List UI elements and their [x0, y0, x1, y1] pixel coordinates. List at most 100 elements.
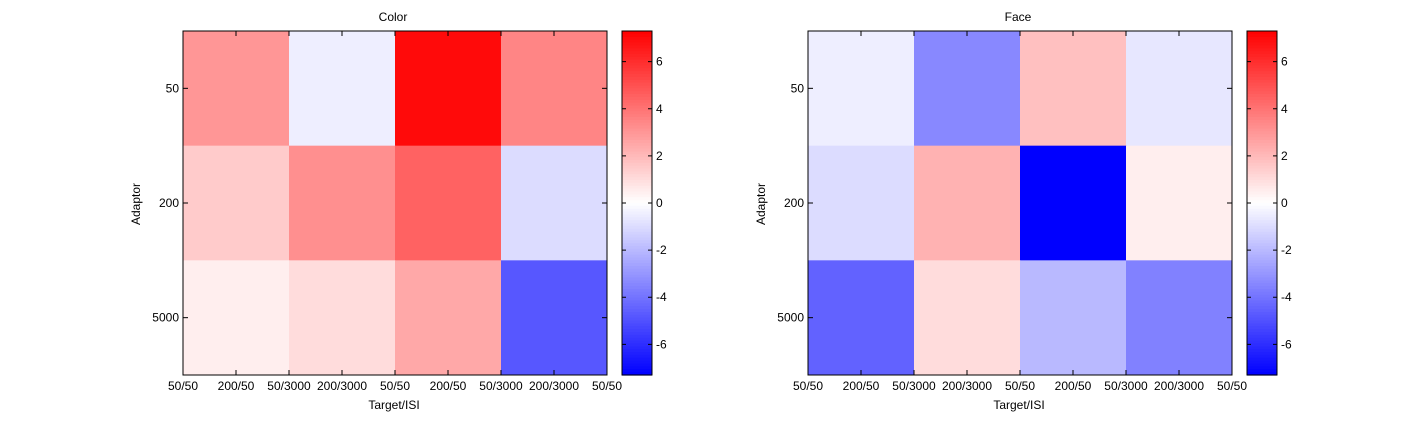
colorbar-tick-label: -4: [1281, 290, 1292, 304]
colorbar-segment: [622, 162, 652, 167]
colorbar-segment: [1247, 228, 1277, 233]
colorbar-segment: [622, 369, 652, 373]
colorbar-segment: [1247, 211, 1277, 216]
colorbar-segment: [1247, 323, 1277, 327]
colorbar-segment: [622, 142, 652, 147]
colorbar-segment: [1247, 240, 1277, 244]
colorbar-tick-label: -6: [1281, 337, 1292, 351]
colorbar-segment: [1247, 366, 1277, 370]
colorbar-segment: [1247, 311, 1277, 316]
colorbar-segment: [622, 263, 652, 267]
colorbar-segment: [622, 268, 652, 273]
colorbar-segment: [622, 171, 652, 175]
colorbar-segment: [622, 231, 652, 236]
colorbar-segment: [1247, 257, 1277, 261]
colorbar-segment: [1247, 231, 1277, 236]
colorbar-tick-label: 0: [656, 196, 663, 210]
y-ticks: 50 200 5000: [777, 81, 1232, 325]
colorbar-segment: [1247, 168, 1277, 173]
colorbar-segment: [622, 208, 652, 213]
colorbar-segment: [1247, 300, 1277, 304]
colorbar-segment: [1247, 142, 1277, 147]
colorbar-segment: [622, 297, 652, 302]
colorbar-segment: [622, 234, 652, 238]
chart-title: Face: [1005, 10, 1032, 24]
colorbar-segment: [1247, 225, 1277, 230]
colorbar-segment: [1247, 254, 1277, 259]
colorbar-segment: [1247, 36, 1277, 41]
colorbar: 6 4 2 0 -2 -4 -6: [1246, 30, 1292, 376]
colorbar-segment: [1247, 268, 1277, 273]
x-tick-label: 50/50: [380, 379, 410, 393]
colorbar-segment: [1247, 177, 1277, 181]
colorbar-segment: [1247, 180, 1277, 184]
colorbar-tick-label: -2: [1281, 243, 1292, 257]
heatmap-cell: [1020, 145, 1127, 261]
colorbar-segment: [1247, 62, 1277, 66]
colorbar-segment: [622, 283, 652, 287]
colorbar-segment: [622, 332, 652, 336]
colorbar-segment: [622, 139, 652, 144]
colorbar-segment: [1247, 357, 1277, 362]
colorbar-segment: [1247, 294, 1277, 299]
colorbar-segment: [622, 220, 652, 224]
colorbar-segment: [1247, 39, 1277, 44]
colorbar-segment: [1247, 303, 1277, 307]
colorbar-segment: [622, 225, 652, 230]
colorbar-segment: [1247, 85, 1277, 89]
colorbar-segment: [622, 131, 652, 135]
colorbar-segment: [622, 71, 652, 75]
colorbar-segment: [1247, 200, 1277, 204]
colorbar-segment: [1247, 45, 1277, 49]
colorbar-segment: [622, 111, 652, 115]
colorbar-segment: [1247, 208, 1277, 213]
x-axis-label: Target/ISI: [368, 398, 419, 412]
colorbar-segment: [1247, 71, 1277, 75]
colorbar-segment: [622, 214, 652, 218]
colorbar-segment: [1247, 145, 1277, 150]
colorbar-segment: [1247, 263, 1277, 267]
colorbar-segment: [622, 51, 652, 55]
colorbar-segment: [622, 352, 652, 356]
x-tick-label: 200/50: [1055, 379, 1092, 393]
colorbar-segment: [622, 349, 652, 353]
colorbar-segment: [622, 260, 652, 264]
colorbar-segment: [622, 82, 652, 87]
colorbar-segment: [1247, 65, 1277, 69]
colorbar-segment: [1247, 165, 1277, 170]
colorbar-tick-label: -4: [656, 290, 667, 304]
colorbar-tick-label: -6: [656, 337, 667, 351]
colorbar-segment: [622, 145, 652, 150]
colorbar-segment: [622, 334, 652, 339]
x-axis-label: Target/ISI: [993, 398, 1044, 412]
x-tick-label: 200/3000: [317, 379, 367, 393]
colorbar-segment: [622, 122, 652, 127]
colorbar-segment: [622, 99, 652, 104]
x-tick-label: 50/50: [592, 379, 622, 393]
colorbar-segment: [1247, 223, 1277, 227]
colorbar-segment: [1247, 277, 1277, 281]
colorbar-segment: [622, 237, 652, 241]
colorbar-segment: [622, 363, 652, 367]
colorbar-segment: [622, 243, 652, 247]
colorbar-segment: [622, 289, 652, 293]
colorbar-segment: [622, 291, 652, 296]
colorbar-segment: [1247, 122, 1277, 127]
colorbar-segment: [622, 39, 652, 44]
x-tick-label: 200/3000: [529, 379, 579, 393]
colorbar-tick-label: 4: [1281, 102, 1288, 116]
colorbar-segment: [1247, 125, 1277, 130]
heatmap-cell: [914, 31, 1021, 147]
colorbar-segment: [1247, 334, 1277, 339]
colorbar-segment: [622, 257, 652, 261]
colorbar-segment: [1247, 203, 1277, 207]
colorbar-segment: [1247, 297, 1277, 302]
colorbar-segment: [622, 68, 652, 72]
x-tick-label: 50/3000: [267, 379, 311, 393]
colorbar-segment: [622, 277, 652, 281]
colorbar-segment: [622, 366, 652, 370]
colorbar-segment: [622, 303, 652, 307]
colorbar-segment: [1247, 291, 1277, 296]
colorbar-segment: [1247, 68, 1277, 72]
colorbar-segment: [622, 157, 652, 161]
